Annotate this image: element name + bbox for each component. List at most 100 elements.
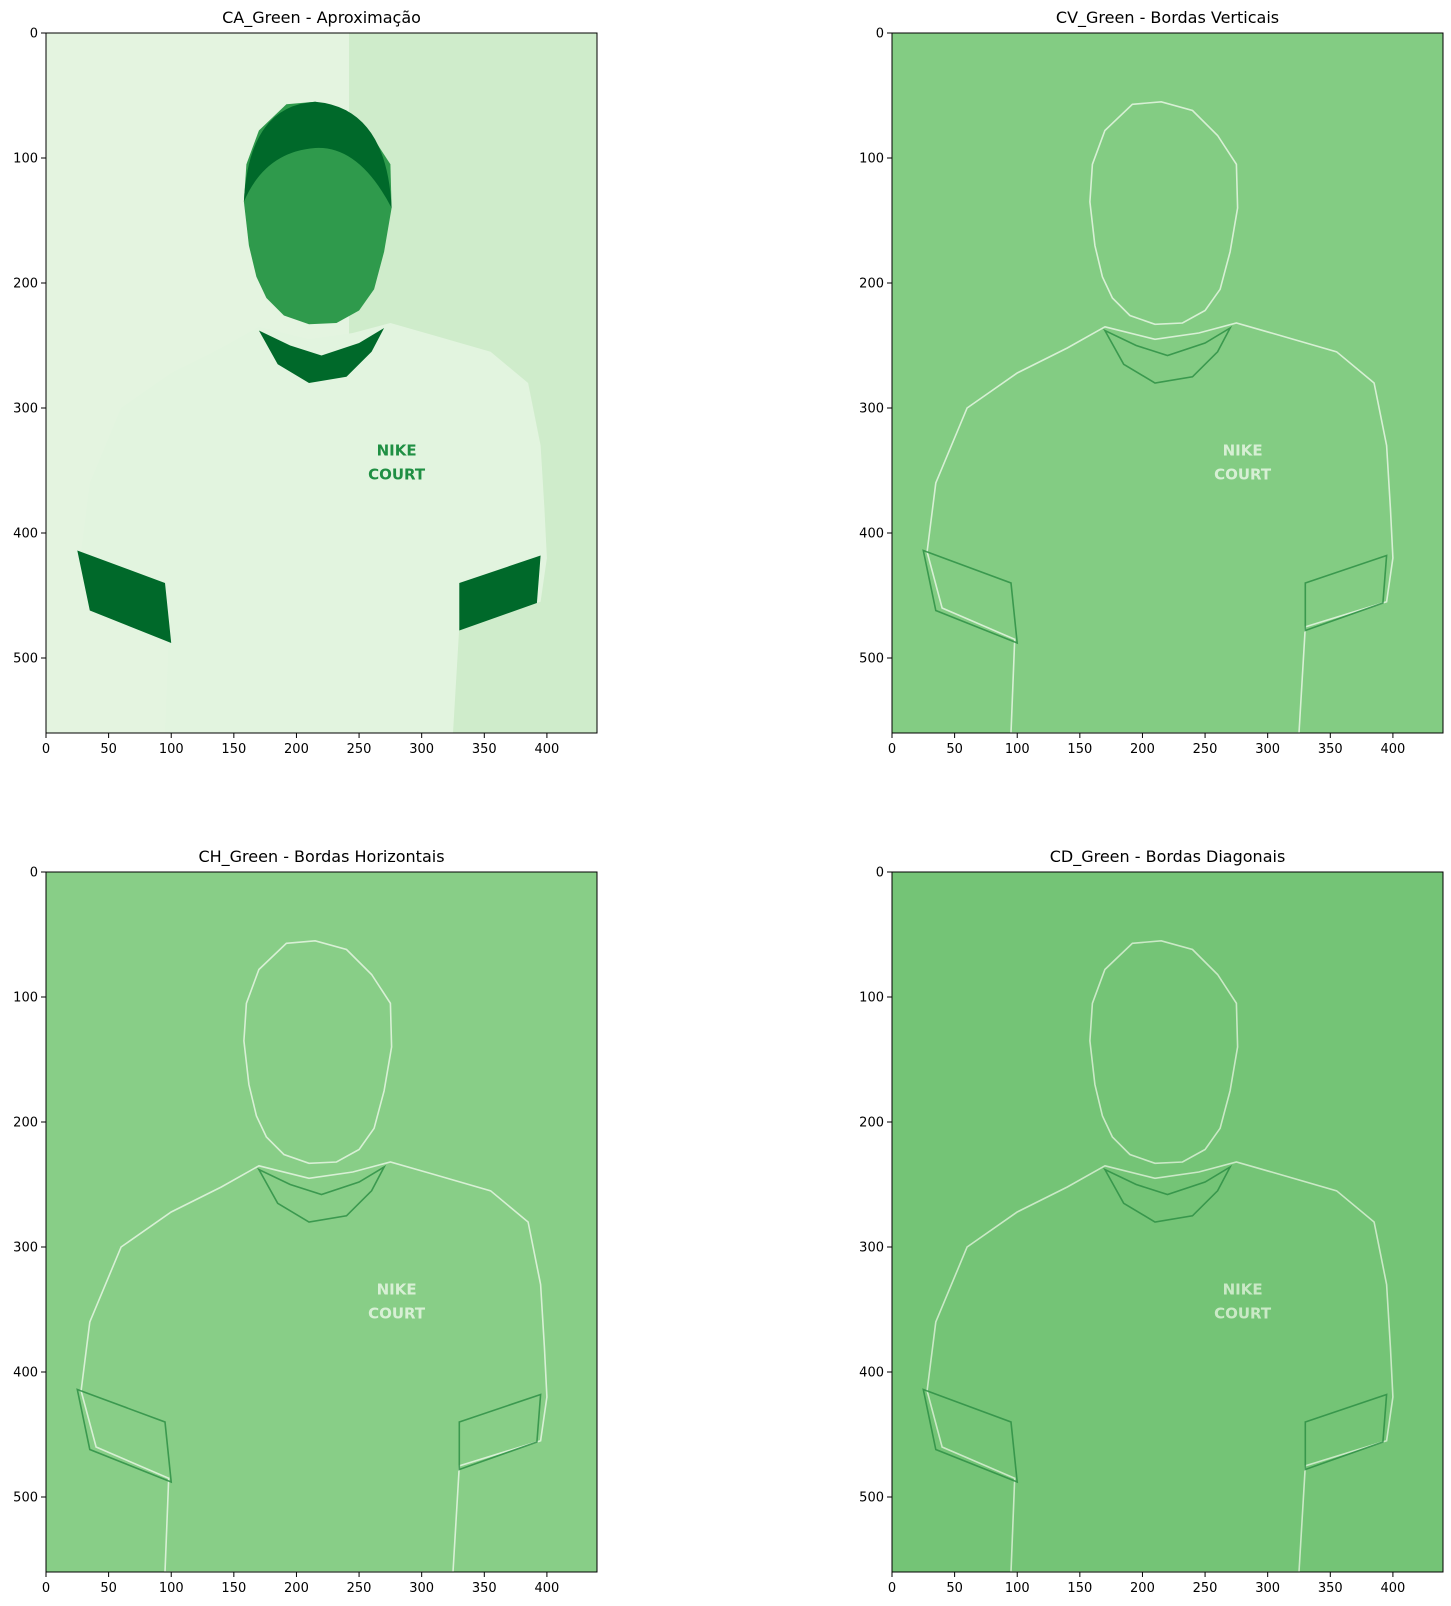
- shirt-logo-text: COURT: [368, 1304, 426, 1322]
- axes-frame: [891, 32, 1444, 734]
- shirt-logo-text: NIKE: [377, 1281, 417, 1299]
- y-tick-label: 300: [13, 402, 38, 417]
- head-edge: [243, 939, 393, 1165]
- x-tick-label: 250: [1193, 742, 1218, 757]
- x-tick-label: 100: [1005, 1581, 1030, 1596]
- x-tick-label: 0: [888, 742, 896, 757]
- head-edge: [1089, 100, 1239, 326]
- y-tick-label: 0: [30, 866, 38, 881]
- panel-title: CH_Green - Bordas Horizontais: [198, 847, 444, 867]
- right-sleeve-edge: [458, 1393, 542, 1471]
- axes-frame: [891, 871, 1444, 1573]
- panel-cd: NIKE COURT CD_Green - Bordas Diagonais 0 50 1…: [859, 847, 1444, 1596]
- y-tick-label: 300: [859, 402, 884, 417]
- y-tick-label: 0: [876, 866, 884, 881]
- left-sleeve-edge: [922, 1388, 1019, 1484]
- x-tick-label: 250: [347, 742, 372, 757]
- x-tick-label: 0: [888, 1581, 896, 1596]
- x-tick-label: 350: [472, 1581, 497, 1596]
- collar-edge: [1102, 1164, 1233, 1223]
- y-tick-label: 400: [859, 527, 884, 542]
- collar-edge: [256, 1164, 387, 1223]
- shirt-logo-text: NIKE: [377, 442, 417, 460]
- x-tick-label: 100: [159, 1581, 184, 1596]
- x-tick-label: 200: [284, 742, 309, 757]
- left-sleeve-edge: [76, 1388, 173, 1484]
- shirt-logo-text: COURT: [1214, 465, 1272, 483]
- y-tick-label: 300: [13, 1241, 38, 1256]
- y-tick-label: 500: [859, 1491, 884, 1506]
- y-tick-label: 200: [859, 1116, 884, 1131]
- x-tick-label: 350: [472, 742, 497, 757]
- panel-ch: NIKE COURT CH_Green - Bordas Horizontais 0 5…: [13, 847, 598, 1596]
- y-tick-label: 0: [30, 27, 38, 42]
- x-tick-label: 150: [221, 742, 246, 757]
- x-tick-label: 300: [409, 742, 434, 757]
- x-tick-label: 0: [42, 1581, 50, 1596]
- body-edge: [926, 1161, 1394, 1573]
- x-tick-label: 0: [42, 742, 50, 757]
- left-sleeve-shape: [77, 550, 172, 643]
- panel-title: CD_Green - Bordas Diagonais: [1050, 847, 1286, 867]
- y-tick-label: 500: [13, 652, 38, 667]
- y-tick-label: 300: [859, 1241, 884, 1256]
- y-tick-label: 200: [859, 277, 884, 292]
- body-edge: [926, 322, 1394, 734]
- x-tick-label: 50: [100, 1581, 117, 1596]
- axes-frame: [45, 32, 598, 734]
- x-tick-label: 150: [1067, 1581, 1092, 1596]
- x-tick-label: 50: [100, 742, 117, 757]
- x-tick-label: 100: [159, 742, 184, 757]
- x-tick-label: 300: [1255, 1581, 1280, 1596]
- y-tick-label: 400: [13, 1366, 38, 1381]
- shirt-logo-text: COURT: [1214, 1304, 1272, 1322]
- y-tick-label: 500: [13, 1491, 38, 1506]
- hair-shape: [243, 101, 392, 208]
- x-tick-label: 400: [534, 1581, 559, 1596]
- y-tick-label: 100: [13, 991, 38, 1006]
- x-tick-label: 250: [347, 1581, 372, 1596]
- image-area: [892, 872, 1443, 1572]
- y-tick-label: 0: [876, 27, 884, 42]
- right-sleeve-shape: [459, 555, 541, 631]
- y-tick-label: 400: [859, 1366, 884, 1381]
- y-tick-label: 200: [13, 1116, 38, 1131]
- x-tick-label: 50: [946, 1581, 963, 1596]
- x-tick-label: 400: [1380, 1581, 1405, 1596]
- x-tick-label: 200: [1130, 742, 1155, 757]
- y-tick-label: 400: [13, 527, 38, 542]
- x-tick-label: 200: [284, 1581, 309, 1596]
- x-tick-label: 300: [1255, 742, 1280, 757]
- shirt-logo-text: NIKE: [1223, 1281, 1263, 1299]
- head-edge: [1089, 939, 1239, 1165]
- left-sleeve-edge: [922, 549, 1019, 645]
- image-area: [892, 33, 1443, 733]
- collar-shape: [258, 328, 385, 383]
- x-tick-label: 300: [409, 1581, 434, 1596]
- right-sleeve-edge: [1304, 1393, 1388, 1471]
- y-tick-label: 500: [859, 652, 884, 667]
- panel-title: CA_Green - Aproximação: [222, 8, 421, 28]
- y-tick-label: 100: [859, 991, 884, 1006]
- x-tick-label: 400: [1380, 742, 1405, 757]
- y-tick-label: 100: [13, 152, 38, 167]
- panel-cv: NIKE COURT CV_Green - Bordas Verticais 0 50 1…: [859, 8, 1444, 757]
- shirt-logo-text: NIKE: [1223, 442, 1263, 460]
- y-tick-label: 100: [859, 152, 884, 167]
- image-area: [46, 872, 597, 1572]
- x-tick-label: 250: [1193, 1581, 1218, 1596]
- body-edge: [80, 1161, 548, 1573]
- x-tick-label: 150: [221, 1581, 246, 1596]
- x-tick-label: 350: [1318, 742, 1343, 757]
- y-tick-label: 200: [13, 277, 38, 292]
- x-tick-label: 100: [1005, 742, 1030, 757]
- x-tick-label: 50: [946, 742, 963, 757]
- axes-frame: [45, 871, 598, 1573]
- panel-ca: NIKE COURT CA_Green - Aproximação 0 50 100 150…: [13, 8, 598, 757]
- right-sleeve-edge: [1304, 554, 1388, 632]
- panel-title: CV_Green - Bordas Verticais: [1056, 8, 1279, 28]
- x-tick-label: 400: [534, 742, 559, 757]
- collar-edge: [1102, 325, 1233, 384]
- x-tick-label: 200: [1130, 1581, 1155, 1596]
